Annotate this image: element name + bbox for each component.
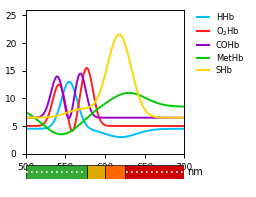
Bar [87,165,105,179]
Text: nm: nm [187,167,203,177]
Legend: HHb, O$_2$Hb, COHb, MetHb, SHb: HHb, O$_2$Hb, COHb, MetHb, SHb [195,11,245,77]
Bar [26,165,87,179]
Bar [125,165,184,179]
Bar [105,165,125,179]
